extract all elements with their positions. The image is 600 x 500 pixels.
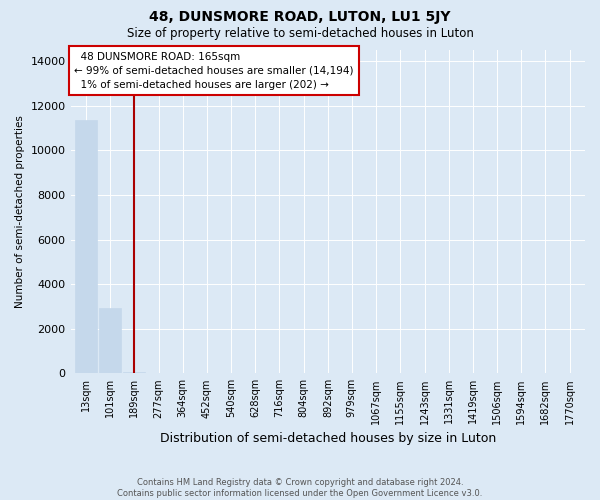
Text: Size of property relative to semi-detached houses in Luton: Size of property relative to semi-detach… — [127, 28, 473, 40]
X-axis label: Distribution of semi-detached houses by size in Luton: Distribution of semi-detached houses by … — [160, 432, 496, 445]
Y-axis label: Number of semi-detached properties: Number of semi-detached properties — [15, 115, 25, 308]
Text: 48, DUNSMORE ROAD, LUTON, LU1 5JY: 48, DUNSMORE ROAD, LUTON, LU1 5JY — [149, 10, 451, 24]
Bar — [75, 120, 97, 374]
Bar — [99, 308, 121, 374]
Text: 48 DUNSMORE ROAD: 165sqm
← 99% of semi-detached houses are smaller (14,194)
  1%: 48 DUNSMORE ROAD: 165sqm ← 99% of semi-d… — [74, 52, 353, 90]
Bar — [124, 372, 145, 374]
Text: Contains HM Land Registry data © Crown copyright and database right 2024.
Contai: Contains HM Land Registry data © Crown c… — [118, 478, 482, 498]
